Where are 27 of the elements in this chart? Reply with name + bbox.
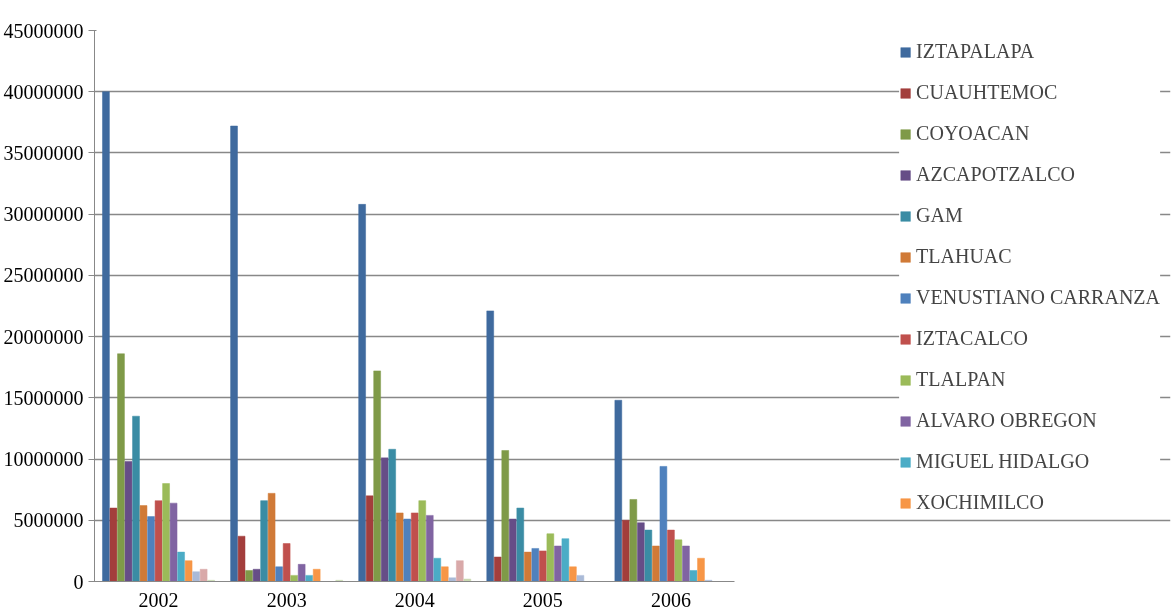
x-tick-label: 2005 — [522, 588, 563, 609]
legend-label: TLALPAN — [916, 368, 1006, 391]
x-tick-label: 2002 — [138, 588, 179, 609]
y-tick-label: 30000000 — [3, 203, 84, 226]
legend-label: COYOACAN — [916, 122, 1030, 145]
legend-label: IZTAPALAPA — [916, 40, 1035, 63]
y-tick-label: 45000000 — [3, 19, 84, 42]
legend-label: MIGUEL HIDALGO — [916, 450, 1090, 473]
legend-label: ALVARO OBREGON — [916, 409, 1097, 432]
legend-label: IZTACALCO — [916, 327, 1028, 350]
x-tick-label: 2003 — [266, 588, 307, 609]
y-tick-label: 0 — [73, 570, 84, 593]
y-tick-label: 25000000 — [3, 264, 84, 287]
legend-label: GAM — [916, 204, 963, 227]
legend-label: XOCHIMILCO — [916, 491, 1044, 514]
y-tick-label: 5000000 — [13, 509, 84, 532]
y-tick-label: 35000000 — [3, 141, 84, 164]
x-tick-label: 2006 — [650, 588, 691, 609]
legend-label: AZCAPOTZALCO — [916, 163, 1075, 186]
legend-label: CUAUHTEMOC — [916, 81, 1058, 104]
y-tick-label: 40000000 — [3, 80, 84, 103]
x-tick-label: 2004 — [394, 588, 435, 609]
legend-label: VENUSTIANO CARRANZA — [916, 286, 1160, 309]
y-tick-label: 20000000 — [3, 325, 84, 348]
y-tick-label: 10000000 — [3, 448, 84, 471]
legend-label: TLAHUAC — [916, 245, 1012, 268]
y-tick-label: 15000000 — [3, 386, 84, 409]
